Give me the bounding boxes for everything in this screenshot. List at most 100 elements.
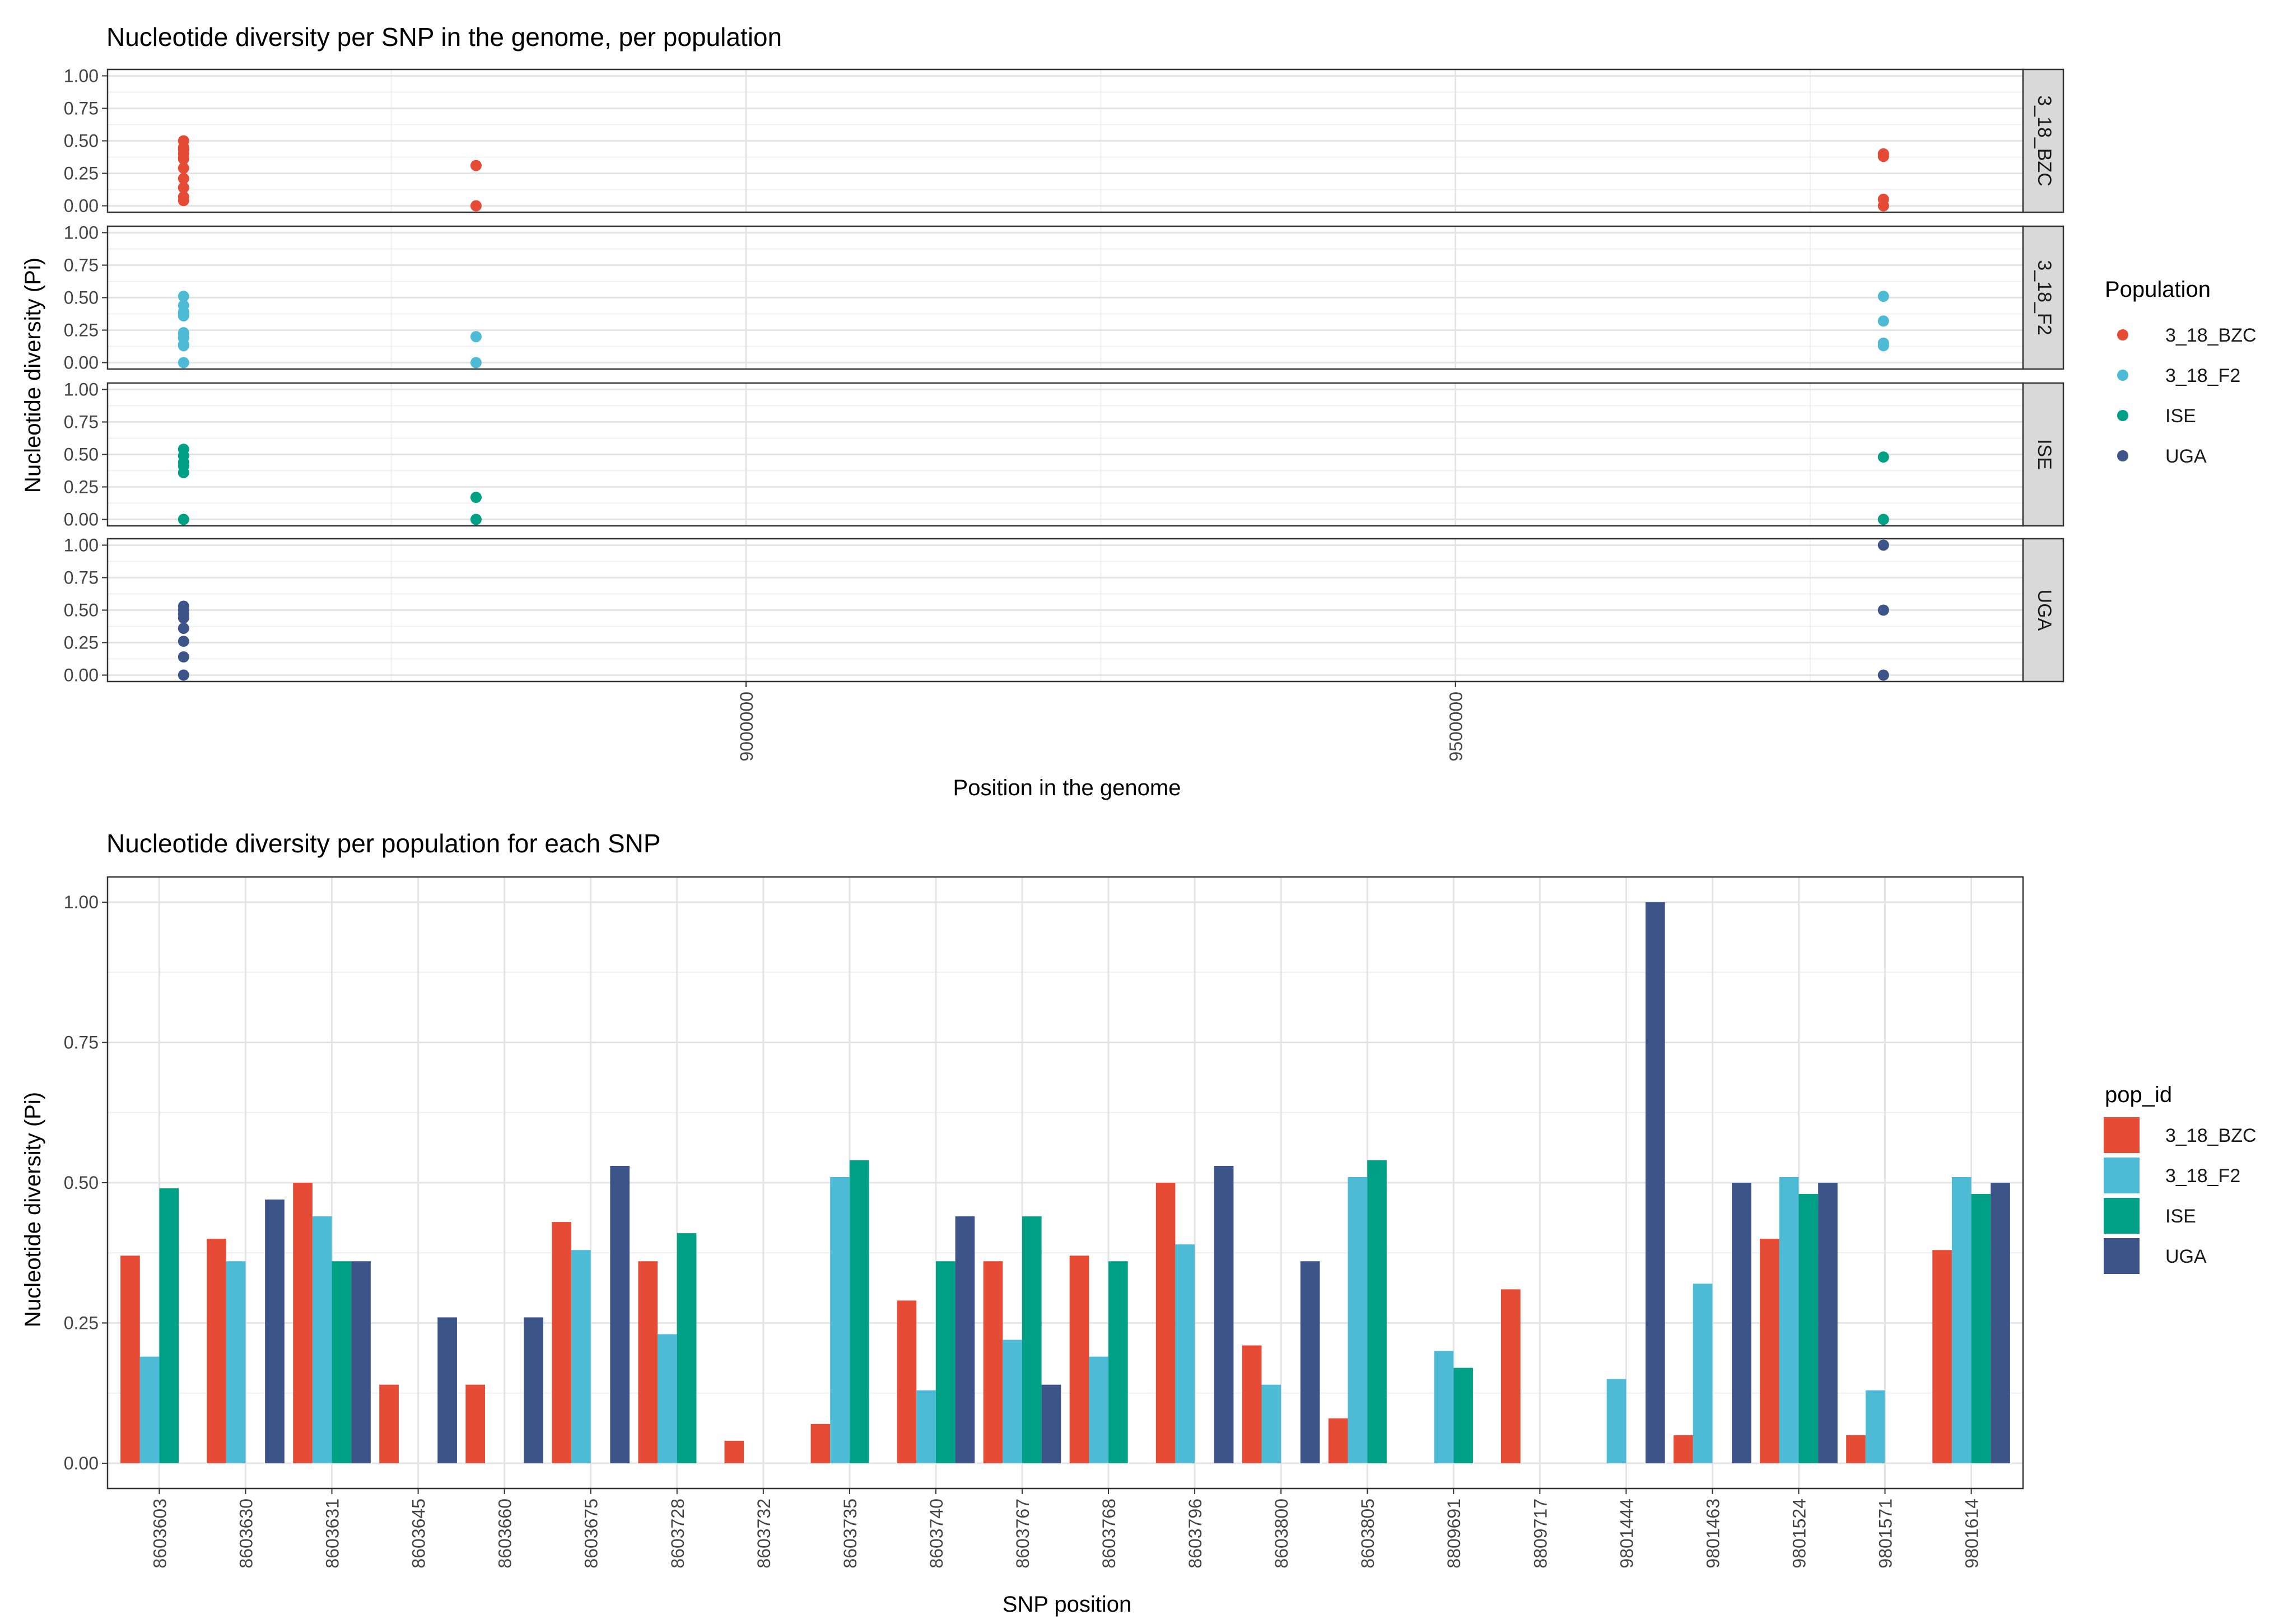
bar-3_18_F2-8603728 [658, 1334, 677, 1463]
bar-3_18_BZC-8603735 [810, 1424, 831, 1463]
y-tick-label: 0.00 [64, 510, 99, 530]
data-point [178, 191, 189, 203]
bar-UGA-8603675 [610, 1165, 630, 1463]
x-tick-label: 8603740 [926, 1499, 947, 1569]
bar-legend-items: 3_18_BZC 3_18_F2 ISE UGA [2104, 1117, 2257, 1274]
data-point [178, 291, 189, 302]
legend-label: ISE [2165, 1206, 2196, 1227]
bar-panel-border [106, 876, 2024, 1490]
x-tick-label: 8603728 [668, 1499, 688, 1569]
x-tick-label: 8603630 [236, 1499, 256, 1569]
bar-ISE-8603631 [332, 1261, 352, 1463]
bar-3_18_F2-9801571 [1865, 1390, 1885, 1463]
bar-ISE-8603768 [1108, 1261, 1128, 1463]
facet-strip [2022, 382, 2064, 527]
y-tick-label: 0.00 [64, 196, 99, 216]
bar-3_18_F2-8603631 [312, 1216, 332, 1463]
y-tick-label: 0.25 [64, 320, 99, 340]
legend-label: 3_18_BZC [2165, 1125, 2257, 1146]
y-tick-label: 0.25 [64, 477, 99, 497]
facet-UGA: 0.00 0.25 0.50 0.75 1.00 UGA [64, 535, 2064, 685]
scatter-legend-title: Population [2105, 277, 2211, 302]
data-point [470, 331, 482, 343]
bar-3_18_F2-8603675 [571, 1250, 591, 1463]
y-tick-label: 0.50 [64, 288, 99, 308]
y-tick-label: 0.75 [64, 255, 99, 275]
bar-3_18_BZC-9801614 [1932, 1250, 1952, 1463]
bar-panel: 0.00 0.25 0.50 0.75 1.00 8603603 8603630 860363… [64, 876, 2024, 1569]
facet-strip [2022, 538, 2064, 683]
bar-3_18_BZC-8603630 [207, 1239, 226, 1463]
facet-strip-label: ISE [2034, 439, 2055, 470]
legend-swatch [2117, 370, 2128, 381]
y-tick-label: 0.50 [64, 131, 99, 151]
bar-3_18_F2-8603767 [1003, 1340, 1022, 1463]
x-tick-label: 9500000 [1446, 692, 1466, 762]
bar-ISE-8603805 [1367, 1160, 1387, 1463]
legend-swatch [2104, 1238, 2140, 1274]
data-point [1877, 514, 1889, 525]
bar-UGA-8603630 [265, 1200, 285, 1463]
data-point [178, 669, 189, 681]
data-point [178, 651, 189, 663]
x-tick-label: 8603768 [1099, 1499, 1119, 1569]
facet-ISE: 0.00 0.25 0.50 0.75 1.00 ISE [64, 379, 2064, 530]
bar-3_18_BZC-8603805 [1328, 1418, 1348, 1463]
y-tick-label: 0.25 [64, 164, 99, 184]
bar-UGA-8603796 [1214, 1165, 1234, 1463]
bar-UGA-8603631 [351, 1261, 371, 1463]
bar-legend: pop_id 3_18_BZC 3_18_F2 ISE UGA [2104, 1082, 2257, 1274]
scatter-legend-items: 3_18_BZC 3_18_F2 ISE UGA [2117, 325, 2257, 467]
data-point [470, 200, 482, 212]
bar-3_18_F2-8603630 [226, 1261, 246, 1463]
bar-UGA-9801524 [1818, 1183, 1838, 1463]
bar-3_18_BZC-8603631 [293, 1183, 313, 1463]
data-point [178, 142, 189, 153]
facet-strip-label: 3_18_F2 [2034, 260, 2055, 335]
data-point [178, 162, 189, 174]
y-tick-label: 1.00 [64, 222, 99, 242]
y-tick-label: 0.75 [64, 412, 99, 432]
data-point [1877, 539, 1889, 551]
y-tick-label: 0.25 [64, 633, 99, 653]
bar-ISE-8809691 [1453, 1368, 1473, 1463]
bar-3_18_BZC-9801524 [1760, 1239, 1779, 1463]
scatter-title: Nucleotide diversity per SNP in the geno… [106, 22, 782, 52]
bar-UGA-8603740 [955, 1216, 975, 1463]
bar-3_18_F2-8603800 [1261, 1384, 1281, 1463]
legend-swatch [2117, 410, 2128, 421]
bar-UGA-8603660 [524, 1317, 543, 1463]
y-tick-label: 0.25 [64, 1313, 99, 1333]
bar-y-axis-label: Nucleotide diversity (Pi) [21, 1092, 45, 1327]
x-tick-label: 8603735 [840, 1499, 860, 1569]
bar-3_18_F2-8809691 [1434, 1351, 1454, 1463]
x-tick-label: 8603660 [495, 1499, 515, 1569]
bar-3_18_F2-9801463 [1693, 1284, 1713, 1463]
legend-label: UGA [2165, 446, 2207, 467]
legend-label: ISE [2165, 405, 2196, 427]
bar-3_18_F2-9801524 [1779, 1177, 1799, 1463]
bar-UGA-9801614 [1991, 1183, 2010, 1463]
x-tick-label: 8603796 [1185, 1499, 1205, 1569]
y-tick-label: 0.00 [64, 1453, 99, 1473]
x-tick-label: 8603631 [323, 1499, 343, 1569]
data-point [1877, 200, 1889, 212]
legend-label: 3_18_F2 [2165, 365, 2240, 386]
bar-3_18_BZC-9801571 [1846, 1435, 1866, 1463]
legend-swatch [2104, 1117, 2140, 1153]
scatter-y-axis-label: Nucleotide diversity (Pi) [21, 258, 45, 493]
y-tick-label: 0.50 [64, 1173, 99, 1193]
bar-ISE-8603728 [677, 1233, 697, 1463]
bar-3_18_F2-9801444 [1606, 1379, 1626, 1463]
facet-3_18_BZC: 0.00 0.25 0.50 0.75 1.00 3_18_BZC [64, 66, 2064, 216]
bar-UGA-8603800 [1300, 1261, 1320, 1463]
bar-3_18_BZC-8603660 [465, 1384, 485, 1463]
bar-3_18_F2-8603735 [830, 1177, 850, 1463]
bar-ISE-8603735 [849, 1160, 869, 1463]
x-tick-label: 9801614 [1962, 1499, 1982, 1569]
bar-3_18_F2-9801614 [1951, 1177, 1972, 1463]
data-point [178, 339, 189, 351]
scatter-x-axis-label: Position in the genome [953, 776, 1181, 800]
scatter-legend: Population 3_18_BZC 3_18_F2 ISE UGA [2105, 277, 2257, 467]
